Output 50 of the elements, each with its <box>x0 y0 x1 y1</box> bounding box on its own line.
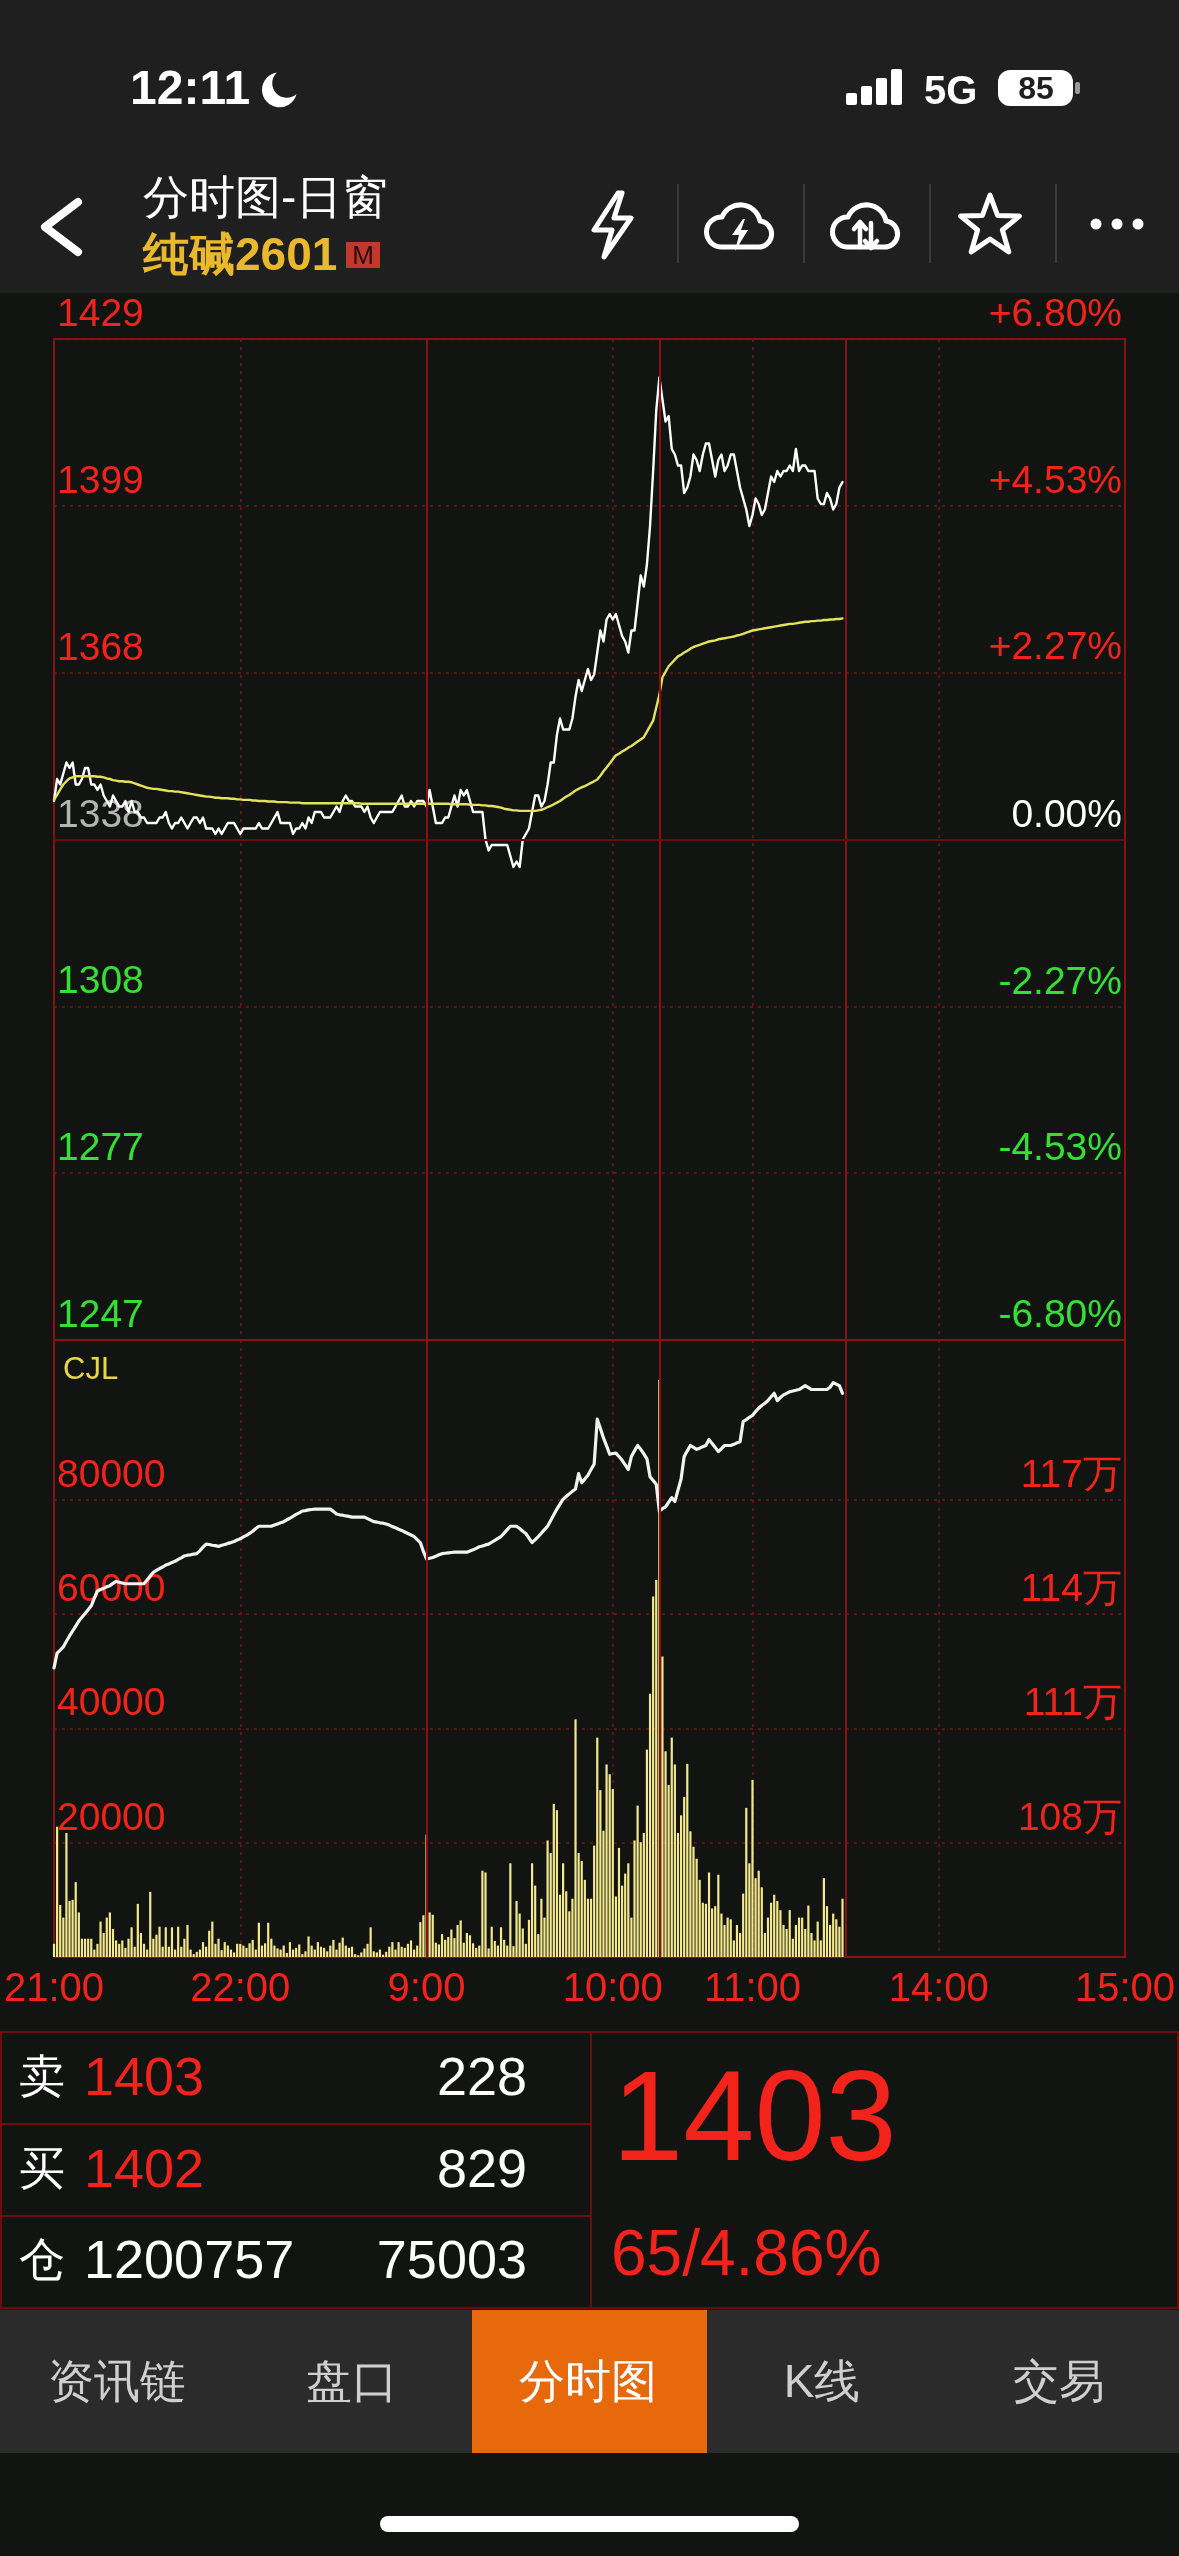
text: 75003 <box>376 2229 527 2289</box>
y-tick-label: 40000 <box>57 1680 166 1724</box>
chart-title: CJL <box>63 1351 119 1386</box>
text: 分时图 <box>519 2355 657 2407</box>
y-tick-label: 20000 <box>57 1794 166 1838</box>
text: 纯碱2601 <box>143 228 338 280</box>
y-tick-label: 1399 <box>57 457 144 501</box>
text: 盘口 <box>306 2355 398 2407</box>
y-tick-label: 1247 <box>57 1292 144 1335</box>
text: 买 <box>19 2142 65 2194</box>
y2-tick-label: 111万 <box>1023 1680 1122 1724</box>
text: 85 <box>1018 70 1054 106</box>
text: 1200757 <box>84 2229 295 2289</box>
x-tick-label: 14:00 <box>888 1965 989 2009</box>
text: 1403 <box>84 2046 205 2106</box>
text: 分时图-日窗 <box>143 171 389 223</box>
text: K线 <box>783 2355 861 2407</box>
y2-tick-label: +6.80% <box>988 291 1122 334</box>
y2-tick-label: -6.80% <box>998 1292 1122 1335</box>
text: 5G <box>924 68 978 112</box>
x-tick-label: 11:00 <box>703 1965 802 2009</box>
text: 交易 <box>1013 2355 1105 2407</box>
text: 829 <box>436 2138 527 2198</box>
y-tick-label: 1308 <box>57 958 144 1002</box>
y-tick-label: 1277 <box>57 1125 144 1169</box>
y2-tick-label: 108万 <box>1017 1794 1122 1838</box>
y2-tick-label: 114万 <box>1020 1566 1122 1610</box>
y-tick-label: 80000 <box>57 1451 166 1495</box>
y-tick-label: 1429 <box>57 291 144 334</box>
y-tick-label: 1368 <box>57 624 144 668</box>
text: 65/4.86% <box>611 2217 882 2289</box>
x-tick-label: 22:00 <box>190 1965 291 2009</box>
text: 228 <box>436 2046 527 2106</box>
text: 12:11 <box>130 61 251 114</box>
x-tick-label: 10:00 <box>562 1965 663 2009</box>
x-tick-label: 21:00 <box>3 1965 105 2009</box>
text: 卖 <box>19 2050 65 2102</box>
y2-tick-label: +2.27% <box>988 624 1122 668</box>
x-tick-label: 9:00 <box>387 1965 466 2009</box>
text: 1402 <box>84 2138 205 2198</box>
y2-tick-label: 117万 <box>1020 1451 1122 1495</box>
y2-tick-label: +4.53% <box>988 458 1122 502</box>
text: 1403 <box>612 2044 897 2187</box>
text: M <box>346 240 380 270</box>
y2-tick-label: -4.53% <box>998 1124 1122 1168</box>
y2-tick-label: 0.00% <box>1011 791 1122 835</box>
x-tick-label: 15:00 <box>1074 1965 1176 2009</box>
y2-tick-label: -2.27% <box>998 958 1122 1002</box>
text: 资讯链 <box>48 2355 186 2407</box>
text: 仓 <box>19 2233 65 2285</box>
